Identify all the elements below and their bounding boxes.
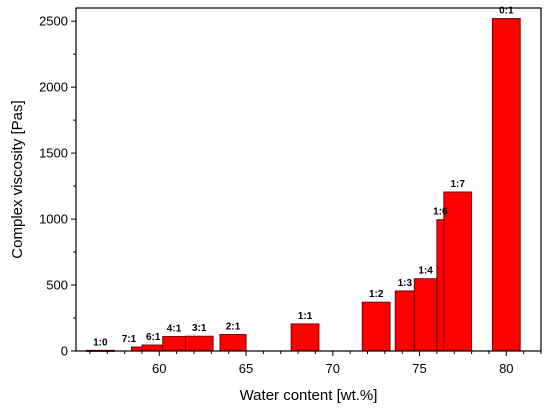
bar-label: 7:1 — [122, 334, 137, 345]
bar-1-7 — [443, 191, 473, 352]
bar-4-1 — [162, 335, 186, 352]
x-tick-label: 80 — [499, 361, 513, 376]
bar-label: 2:1 — [226, 322, 241, 333]
bar-label: 3:1 — [192, 323, 207, 334]
bar-1-3 — [394, 290, 415, 352]
plot-frame — [75, 7, 542, 352]
bar-2-1 — [219, 334, 247, 352]
x-tick-label: 60 — [152, 361, 166, 376]
bar-label: 1:6 — [433, 207, 448, 218]
x-tick-label: 75 — [412, 361, 426, 376]
bar-label: 1:4 — [418, 266, 433, 277]
y-tick-label: 2000 — [39, 80, 68, 95]
bar-label: 1:0 — [93, 337, 108, 348]
y-tick-label: 1000 — [39, 212, 68, 227]
y-tick-label: 2500 — [39, 14, 68, 29]
bar-3-1 — [184, 335, 214, 352]
bar-label: 1:1 — [298, 311, 313, 322]
bar-6-1 — [141, 344, 164, 352]
bar-1-1 — [290, 323, 320, 352]
x-axis: 60 65 70 75 80 — [89, 351, 542, 376]
x-tick-label: 70 — [326, 361, 340, 376]
y-axis-title: Complex viscosity [Pas] — [9, 100, 26, 258]
x-tick-label: 65 — [239, 361, 253, 376]
bar-label: 1:2 — [369, 289, 384, 300]
bar-1-6 — [436, 219, 445, 352]
bar-labels-group: 1:0 7:1 6:1 4:1 3:1 2:1 1:1 1:2 1:3 1:4 1:6 1:7 0:1 — [93, 6, 514, 349]
y-tick-label: 1500 — [39, 146, 68, 161]
x-axis-title: Water content [wt.%] — [240, 387, 378, 404]
bar-label: 1:7 — [450, 179, 465, 190]
bar-label: 4:1 — [167, 323, 182, 334]
y-axis: 0 500 1000 1500 2000 2500 — [39, 14, 76, 359]
y-tick-label: 0 — [61, 344, 68, 359]
bar-0-1 — [491, 18, 521, 352]
y-tick-label: 500 — [46, 278, 68, 293]
bar-1-4 — [413, 278, 438, 352]
bar-label: 1:3 — [398, 278, 413, 289]
bar-label: 0:1 — [499, 6, 514, 17]
bar-1-2 — [361, 301, 391, 352]
bar-label: 6:1 — [146, 332, 161, 343]
